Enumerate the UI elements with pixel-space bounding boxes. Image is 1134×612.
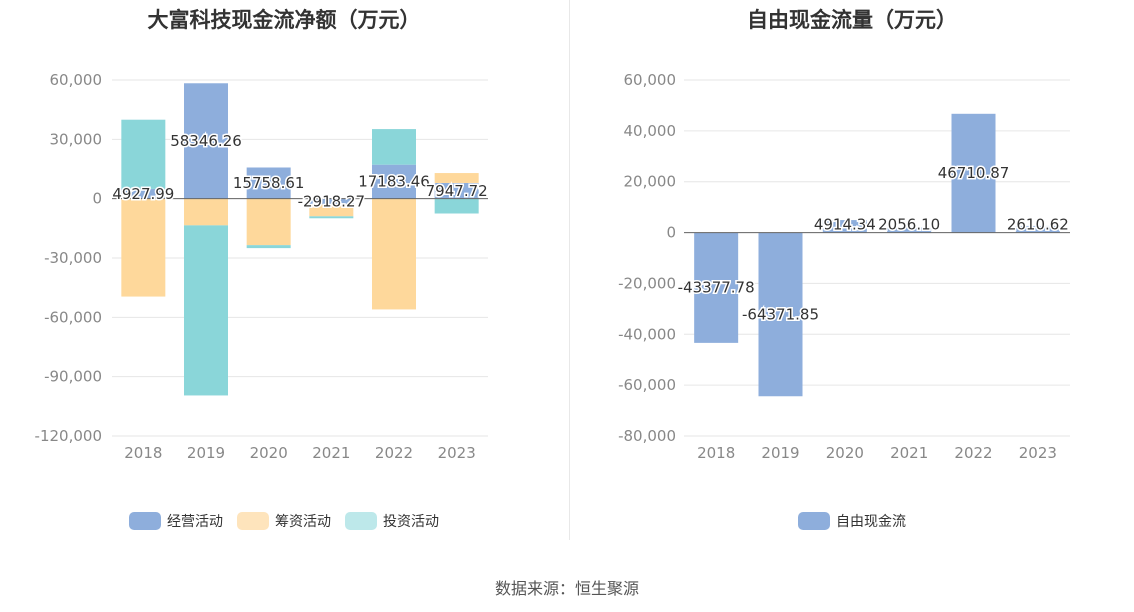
bar-operating [121,188,166,199]
bar-investing [372,129,416,165]
y-tick-label: -60,000 [44,308,102,326]
x-tick-label: 2021 [312,444,350,462]
bar-operating [246,167,291,199]
x-tick-label: 2020 [826,444,864,462]
y-tick-label: -60,000 [618,376,676,394]
legend-item-operating[interactable]: 经营活动 [129,511,223,531]
bar-investing [184,225,228,396]
bar-financing [246,198,291,246]
y-tick-label: 0 [92,190,102,208]
x-tick-label: 2021 [890,444,928,462]
data-label: 4927.99 [112,185,174,203]
x-tick-label: 2022 [954,444,992,462]
y-tick-label: 60,000 [624,71,677,89]
data-label: 2056.10 [878,216,940,234]
legend-label: 投资活动 [383,514,439,530]
bar-financing [434,173,479,183]
bar-fcf [951,113,996,233]
bar-investing [121,119,166,189]
bar-investing [309,216,354,219]
legend-label: 自由现金流 [836,514,906,530]
y-tick-label: -30,000 [44,249,102,267]
data-label: -2918.27 [298,193,365,211]
legend-swatch-financing [237,512,269,530]
bar-operating [309,198,354,205]
bar-financing [309,204,354,217]
bar-financing [121,198,166,297]
bar-investing [434,198,479,214]
legend: 经营活动 筹资活动 投资活动 [0,511,568,531]
data-label: -64371.85 [742,305,819,323]
data-label: 2610.62 [1007,216,1069,234]
bar-fcf [887,227,932,233]
free-cashflow-panel: 自由现金流量（万元） 60,000 40,000 20,000 0 -20,000 -40… [570,0,1134,612]
bar-operating [372,164,416,199]
x-tick-label: 2018 [124,444,162,462]
bar-fcf [758,232,803,397]
bar-financing [184,198,228,226]
data-label: 46710.87 [938,164,1010,182]
legend-label: 经营活动 [167,514,223,530]
y-tick-label: -40,000 [618,325,676,343]
y-tick-label: -120,000 [35,427,102,445]
bar-operating [434,182,479,199]
legend-item-financing[interactable]: 筹资活动 [237,511,331,531]
data-source-note: 数据来源：恒生聚源 [494,579,639,598]
chart-title: 自由现金流量（万元） [747,8,957,32]
data-label: 58346.26 [170,132,242,150]
x-tick-label: 2022 [375,444,413,462]
legend-swatch-fcf [798,512,830,530]
data-label: -43377.78 [678,279,755,297]
legend-label: 筹资活动 [275,514,331,530]
data-label: 15758.61 [233,174,305,192]
legend: 自由现金流 [570,511,1134,531]
x-tick-label: 2023 [1019,444,1057,462]
y-tick-label: -20,000 [618,274,676,292]
data-label: 17183.46 [358,173,430,191]
chart-title: 大富科技现金流净额（万元） [147,8,421,32]
bar-fcf [822,220,867,233]
legend-swatch-investing [345,512,377,530]
x-tick-label: 2018 [697,444,735,462]
bar-fcf [694,232,739,343]
free-cashflow-chart: 60,000 40,000 20,000 0 -20,000 -40,000 -60,000… [618,71,1070,462]
panel-divider [569,0,570,540]
data-label: 7947.72 [426,182,488,200]
y-tick-label: 20,000 [624,173,677,191]
x-tick-label: 2019 [187,444,225,462]
bar-operating [184,83,228,199]
bar-financing [372,198,416,310]
legend-item-fcf[interactable]: 自由现金流 [798,511,906,531]
y-tick-label: 30,000 [50,130,103,148]
y-tick-label: 40,000 [624,122,677,140]
y-tick-label: -90,000 [44,368,102,386]
data-label: 4914.34 [814,216,876,234]
x-tick-label: 2019 [761,444,799,462]
legend-swatch-operating [129,512,161,530]
y-tick-label: -80,000 [618,427,676,445]
y-tick-label: 60,000 [50,71,103,89]
bar-fcf [1015,225,1060,233]
cashflow-net-panel: 大富科技现金流净额（万元） 60,000 30,000 0 -30,000 -60,00… [0,8,568,531]
bar-investing [246,245,291,249]
x-tick-label: 2023 [438,444,476,462]
x-tick-label: 2020 [250,444,288,462]
legend-item-investing[interactable]: 投资活动 [345,511,439,531]
y-tick-label: 0 [666,224,676,242]
cashflow-net-chart: 60,000 30,000 0 -30,000 -60,000 -90,000 -120,0… [35,71,490,462]
